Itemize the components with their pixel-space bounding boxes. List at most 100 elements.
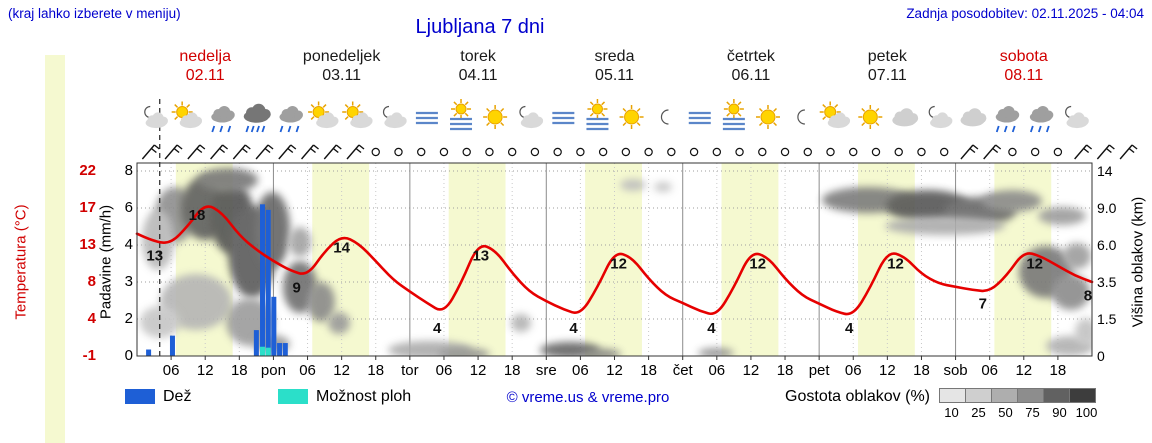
day-header: ponedeljek 03.11: [302, 48, 381, 84]
showers-legend-label: Možnost ploh: [316, 388, 412, 405]
wind-barb: [1096, 144, 1115, 160]
x-axis-hour-label: 06: [844, 362, 862, 379]
cloud-axis-tick: 6.0: [1097, 237, 1117, 253]
day-header: četrtek 06.11: [726, 48, 775, 84]
svg-text:13: 13: [146, 247, 163, 264]
calm-circle: [417, 147, 426, 157]
calm-circle: [576, 147, 585, 157]
wind-barb: [301, 144, 319, 160]
svg-text:4: 4: [433, 320, 442, 337]
cloud-scale-value: 25: [971, 405, 986, 420]
wind-barb: [187, 144, 206, 160]
cloud-scale-value: 50: [998, 405, 1013, 420]
calm-circle: [758, 147, 767, 157]
svg-text:14: 14: [333, 239, 350, 256]
svg-text:12: 12: [749, 255, 766, 272]
calm-circle: [1053, 147, 1063, 157]
page-title: Ljubljana 7 dni: [415, 16, 545, 38]
credit-link[interactable]: © vreme.us & vreme.pro: [506, 389, 670, 406]
cloud-scale-value: 100: [1075, 405, 1098, 420]
precip-axis-tick: 2: [124, 310, 133, 327]
weather-icon-moon-cloud: [1065, 105, 1089, 129]
x-axis-hour-label: 18: [503, 362, 521, 379]
calm-circle: [780, 147, 790, 157]
temp-axis-tick: 22: [79, 162, 96, 179]
svg-text:8: 8: [1084, 288, 1092, 305]
x-axis-hour-label: 12: [742, 362, 760, 379]
weather-icon-moon: [797, 109, 805, 125]
weather-icon-moon-cloud: [519, 105, 544, 129]
x-axis-hour-label: 06: [708, 362, 726, 379]
weather-icon-heavy-rain: [243, 103, 271, 133]
weather-icon-fog: [552, 111, 575, 125]
cloud-scale-step: [991, 388, 1018, 403]
x-axis-hour-label: 06: [162, 362, 180, 379]
weather-icon-sun: [619, 105, 644, 129]
svg-text:4: 4: [707, 320, 716, 337]
svg-text:12: 12: [1026, 255, 1043, 272]
precipitation-axis-label: Padavine (mm/h): [97, 204, 115, 320]
weather-icon-sun-cloud: [819, 101, 851, 129]
temperature-curve: [135, 205, 1094, 316]
temperature-axis-label: Temperatura (°C): [12, 204, 30, 320]
wind-barb: [346, 144, 365, 160]
wind-barb: [278, 144, 297, 160]
temp-axis-tick: -1: [82, 347, 96, 364]
cloud-scale-value: 75: [1025, 405, 1040, 420]
weather-icon-cloud: [960, 108, 987, 127]
cloud-density-scale-values: 10 25 50 75 90 100: [938, 405, 1100, 420]
wind-barb: [210, 144, 229, 160]
rain-legend-swatch: [125, 389, 155, 404]
weather-icon-sun-cloud: [308, 101, 339, 129]
temp-axis-tick: 4: [87, 310, 96, 327]
cloud-density-scale: [939, 388, 1096, 403]
calm-circle: [803, 147, 812, 157]
calm-circle: [667, 147, 676, 157]
x-axis-day-label: čet: [672, 362, 693, 379]
x-axis-hour-label: 06: [981, 362, 999, 379]
weather-icon-rain: [995, 106, 1020, 133]
weather-icon-sun: [858, 105, 883, 129]
weather-icon-fog: [688, 111, 711, 125]
x-axis-day-label: tor: [401, 362, 419, 379]
weather-icon-fog: [415, 111, 438, 125]
calm-circle: [894, 147, 903, 157]
calm-circle: [439, 147, 449, 157]
weather-icon-cloud: [892, 108, 919, 127]
wind-barb: [232, 144, 251, 160]
calm-circle: [644, 147, 653, 157]
calm-circle: [1008, 147, 1017, 157]
calm-circle: [1030, 147, 1040, 157]
wind-barb: [1119, 144, 1138, 160]
wind-barb: [983, 144, 1002, 160]
weather-icon-fog-sun: [450, 99, 473, 131]
x-axis-hour-label: 12: [879, 362, 896, 379]
calm-circle: [530, 147, 540, 157]
x-axis-hour-label: 18: [913, 362, 930, 379]
weather-icon-sun: [483, 105, 508, 129]
x-axis-hour-label: 12: [606, 362, 623, 379]
x-axis-hour-label: 12: [196, 362, 214, 379]
calm-circle: [621, 147, 631, 157]
weather-icon-rain: [279, 106, 303, 133]
x-axis-hour-label: 12: [1015, 362, 1033, 379]
x-axis-hour-label: 18: [1049, 362, 1067, 379]
calm-circle: [735, 147, 744, 157]
x-axis-hour-label: 06: [435, 362, 453, 379]
wind-barb: [141, 144, 160, 160]
wind-barb: [323, 144, 342, 160]
calm-circle: [871, 147, 881, 157]
x-axis-day-label: pon: [260, 362, 286, 379]
weather-icon-sun: [755, 105, 780, 129]
calm-circle: [394, 147, 403, 157]
svg-text:12: 12: [610, 255, 627, 272]
precip-axis-tick: 3: [124, 273, 133, 290]
calm-circle: [689, 147, 699, 157]
x-axis-hour-label: 18: [640, 362, 657, 379]
svg-text:18: 18: [189, 207, 206, 224]
svg-text:4: 4: [845, 320, 854, 337]
temp-axis-tick: 13: [79, 236, 96, 253]
svg-text:13: 13: [472, 247, 489, 264]
cloud-scale-step: [939, 388, 966, 403]
